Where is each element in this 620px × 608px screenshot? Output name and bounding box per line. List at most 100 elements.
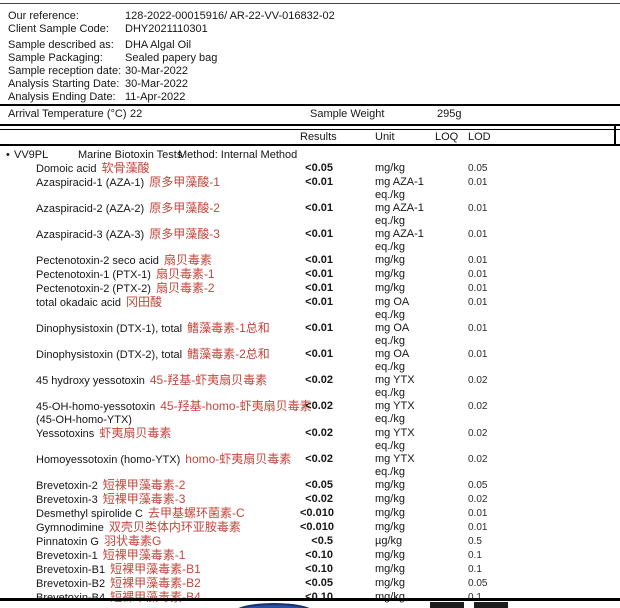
analyte-name-chinese: 去甲基螺环菌素-C — [147, 506, 245, 520]
sample-weight-value: 295g — [437, 108, 462, 120]
lod-value: 0.01 — [468, 177, 488, 188]
analyte-name-cell: Azaspiracid-1 (AZA-1) 原多甲藻酸-1 — [0, 176, 300, 190]
unit-line: eq./kg — [375, 387, 405, 399]
analyte-name-chinese: 扇贝毒素-1 — [155, 267, 215, 281]
unit-line: µg/kg — [375, 535, 403, 547]
sample-weight-label: Sample Weight — [310, 108, 385, 120]
unit-line: mg/kg — [375, 563, 405, 575]
double-rule-top — [0, 124, 620, 126]
lod-value: 0.02 — [468, 428, 488, 439]
table-row: Azaspiracid-3 (AZA-3) 原多甲藻酸-3 <0.01 mg AZA-… — [0, 228, 620, 254]
table-row: Azaspiracid-1 (AZA-1) 原多甲藻酸-1 <0.01 mg AZA-… — [0, 176, 620, 202]
top-rule — [0, 3, 620, 4]
field-value: DHY2021110301 — [125, 23, 208, 35]
analyte-name-chinese: 短裸甲藻毒素-3 — [102, 492, 186, 506]
unit-line: mg/kg — [375, 254, 405, 266]
analyte-name-cell: 45-OH-homo-yessotoxin 45-羟基-homo-虾夷扇贝毒素 (4… — [0, 400, 312, 427]
lod-value: 0.1 — [466, 591, 536, 604]
table-row: Brevetoxin-1 短裸甲藻毒素-1 <0.10 mg/kg 0.1 — [0, 549, 620, 563]
table-row: Domoic acid 软骨藻酸 <0.05 mg/kg 0.05 — [0, 162, 620, 176]
field-label: Analysis Ending Date: — [8, 91, 116, 103]
unit-cell: mg/kg — [342, 521, 433, 534]
table-row: 45-OH-homo-yessotoxin 45-羟基-homo-虾夷扇贝毒素 (4… — [0, 400, 620, 427]
unit-line: mg/kg — [375, 162, 405, 174]
header-field-row: Sample reception date: 30-Mar-2022 — [8, 65, 620, 78]
unit-line: mg/kg — [375, 268, 405, 280]
column-header-results: Results — [300, 131, 337, 143]
analyte-name-chinese: 鳍藻毒素-1总和 — [187, 321, 270, 335]
field-value: 11-Apr-2022 — [125, 91, 186, 103]
table-row: Homoyessotoxin (homo-YTX) homo-虾夷扇贝毒素 <0.0… — [0, 453, 620, 479]
analyte-name: 45-OH-homo-yessotoxin — [36, 401, 156, 413]
analyte-name-chinese: 原多甲藻酸-3 — [149, 227, 220, 241]
analyte-name: Pectenotoxin-1 (PTX-1) — [36, 269, 151, 281]
field-label: Our reference: — [8, 10, 79, 22]
unit-line: eq./kg — [375, 215, 405, 227]
bottom-rule — [0, 598, 620, 601]
analyte-name: Dinophysistoxin (DTX-2), total — [36, 349, 183, 361]
analyte-name-cell: Brevetoxin-3 短裸甲藻毒素-3 — [0, 493, 300, 507]
table-row: Yessotoxins 虾夷扇贝毒素 <0.02 mg YTX eq./kg 0.02 — [0, 427, 620, 453]
analyte-name-cell: Gymnodimine 双壳贝类体内环亚胺毒素 — [0, 521, 300, 535]
analyte-name: total okadaic acid — [36, 297, 121, 309]
result-value: <0.010 — [300, 521, 334, 533]
unit-cell: mg/kg — [342, 577, 433, 590]
unit-cell: mg/kg — [342, 549, 433, 562]
column-header-unit: Unit — [375, 131, 395, 143]
arrival-temperature-label: Arrival Temperature (°C) — [8, 108, 127, 120]
analyte-name-chinese: 鳍藻毒素-2总和 — [187, 347, 270, 361]
lod-value: 0.01 — [468, 229, 488, 240]
unit-cell: µg/kg — [342, 535, 433, 548]
header-bottom-rule — [0, 144, 620, 146]
analyte-name-chinese: 45-羟基-虾夷扇贝毒素 — [149, 373, 268, 387]
header-fields: Our reference: 128-2022-00015916/ AR-22-V… — [8, 10, 620, 104]
unit-line: eq./kg — [375, 241, 405, 253]
lod-value: 0.02 — [468, 401, 488, 412]
column-header-lod: LOD — [468, 131, 491, 143]
unit-cell: mg AZA-1 eq./kg — [342, 202, 433, 228]
analyte-name: Azaspiracid-3 (AZA-3) — [36, 229, 145, 241]
section-row: • VV9PL Marine Biotoxin Tests Method: In… — [0, 149, 620, 161]
analyte-name: Dinophysistoxin (DTX-1), total — [36, 323, 183, 335]
field-label: Sample reception date: — [8, 65, 122, 77]
analyte-name-chinese: homo-虾夷扇贝毒素 — [185, 452, 292, 466]
result-value: <0.10 — [305, 549, 333, 561]
result-value: <0.01 — [305, 282, 333, 294]
unit-line: mg/kg — [375, 521, 405, 533]
unit-cell: mg OA eq./kg — [342, 322, 433, 348]
result-value: <0.01 — [305, 268, 333, 280]
unit-line: mg/kg — [375, 549, 405, 561]
field-value: 128-2022-00015916/ AR-22-VV-016832-02 — [125, 10, 335, 22]
header-divider-rule — [0, 104, 620, 106]
column-header-loq: LOQ — [435, 131, 459, 143]
table-row: Dinophysistoxin (DTX-1), total 鳍藻毒素-1总和 <0… — [0, 322, 620, 348]
header-field-row: Sample described as: DHA Algal Oil — [8, 39, 620, 52]
analyte-name-chinese: 双壳贝类体内环亚胺毒素 — [108, 520, 241, 534]
analyte-name-cell: Azaspiracid-2 (AZA-2) 原多甲藻酸-2 — [0, 202, 300, 216]
unit-line: mg AZA-1 — [375, 202, 424, 214]
analyte-name-chinese: 短裸甲藻毒素-B4 — [110, 590, 201, 604]
result-value: <0.01 — [305, 296, 333, 308]
lod-value: 0.01 — [468, 283, 488, 294]
field-value: 30-Mar-2022 — [125, 78, 188, 90]
analyte-name: Gymnodimine — [36, 522, 104, 534]
unit-cell: mg AZA-1 eq./kg — [342, 176, 433, 202]
analyte-name-chinese: 短裸甲藻毒素-B1 — [110, 562, 201, 576]
table-row: 45 hydroxy yessotoxin 45-羟基-虾夷扇贝毒素 <0.02 mg… — [0, 374, 620, 400]
analyte-name-cell: Pectenotoxin-2 seco acid 扇贝毒素 — [0, 254, 300, 268]
result-value: <0.01 — [305, 176, 333, 188]
analyte-name: Pectenotoxin-2 seco acid — [36, 255, 159, 267]
unit-cell: mg/kg — [342, 563, 433, 576]
unit-cell: mg YTX eq./kg — [342, 453, 433, 479]
analyte-name-chinese: 扇贝毒素 — [163, 253, 212, 267]
analyte-name-cell: Brevetoxin-1 短裸甲藻毒素-1 — [0, 549, 300, 563]
unit-cell: mg/kg — [342, 282, 433, 295]
result-value: <0.02 — [305, 374, 333, 386]
analyte-name-cell: Brevetoxin-B1 短裸甲藻毒素-B1 — [0, 563, 300, 577]
result-value: <0.02 — [305, 453, 333, 465]
analyte-name-chinese: 冈田酸 — [126, 295, 163, 309]
analyte-name-cell: Brevetoxin-B2 短裸甲藻毒素-B2 — [0, 577, 300, 591]
unit-cell: mg YTX eq./kg — [342, 374, 433, 400]
analyte-name-cell: Pectenotoxin-1 (PTX-1) 扇贝毒素-1 — [0, 268, 300, 282]
unit-line: eq./kg — [375, 440, 405, 452]
